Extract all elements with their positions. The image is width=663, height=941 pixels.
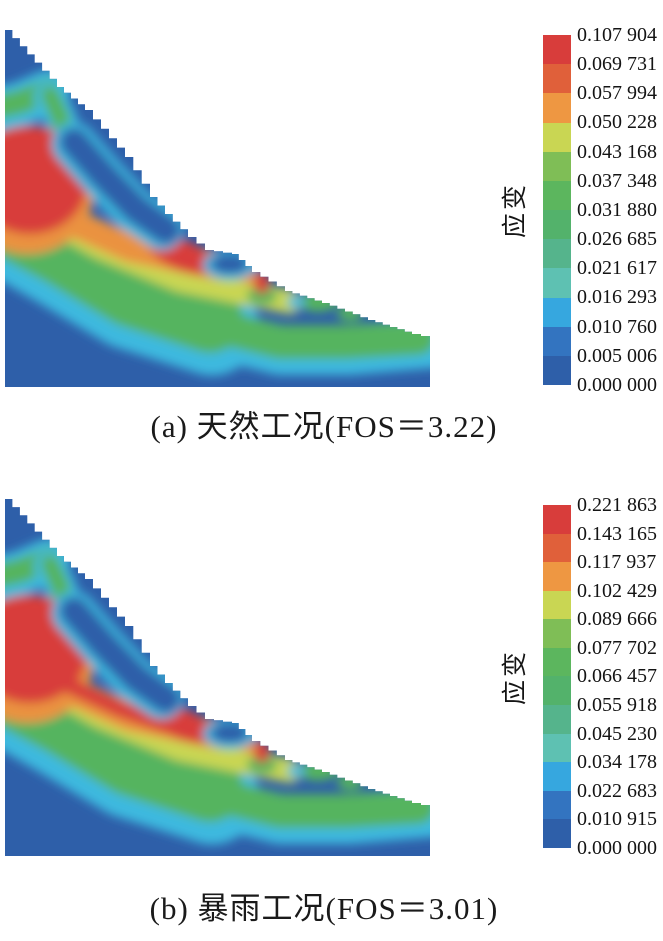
colorbar-axis-label-b: 应变 bbox=[494, 505, 532, 848]
caption-natural-condition: (a) 天然工况(FOS＝3.22) bbox=[150, 409, 498, 444]
strain-band-green bbox=[183, 774, 430, 828]
colorbar-cell bbox=[543, 705, 571, 734]
strain-axis-text: 应变 bbox=[502, 648, 530, 705]
legend-tick-label: 0.010 760 bbox=[577, 315, 657, 338]
legend-tick-label: 0.016 293 bbox=[577, 286, 657, 309]
strain-field-bands bbox=[5, 539, 430, 845]
colorbar-cell bbox=[543, 733, 571, 763]
legend-tick-label: 0.107 904 bbox=[577, 24, 657, 46]
legend-tick-label: 0.066 457 bbox=[577, 665, 657, 688]
colorbar-cell bbox=[543, 619, 571, 648]
colorbar-cell bbox=[543, 533, 571, 563]
colorbar-axis-label-a: 应变 bbox=[494, 35, 532, 385]
colorbar-cell bbox=[543, 505, 571, 534]
strain-blob-red bbox=[254, 272, 270, 294]
colorbar-cell bbox=[543, 180, 571, 211]
colorbar-a bbox=[543, 35, 571, 386]
caption-rainstorm-condition: (b) 暴雨工况(FOS＝3.01) bbox=[149, 891, 499, 926]
colorbar-cell bbox=[543, 122, 571, 152]
legend-tick-label: 0.005 006 bbox=[577, 344, 657, 367]
legend-tick-label: 0.143 165 bbox=[577, 522, 657, 545]
legend-tick-label: 0.000 000 bbox=[577, 373, 657, 396]
legend-tick-labels-b: 0.221 863 0.143 165 0.117 937 0.102 429 0.08… bbox=[577, 495, 657, 858]
strain-contour-plot-natural bbox=[5, 30, 430, 387]
strain-blob-green bbox=[247, 756, 277, 774]
legend-tick-label: 0.000 000 bbox=[577, 836, 657, 859]
strain-band-blue bbox=[60, 597, 180, 713]
colorbar-cell bbox=[543, 151, 571, 181]
strain-blob-green bbox=[337, 774, 363, 790]
colorbar-cell bbox=[543, 562, 571, 591]
legend-tick-label: 0.117 937 bbox=[577, 551, 657, 574]
colorbar-cell bbox=[543, 819, 571, 848]
colorbar-cell bbox=[543, 790, 571, 820]
colorbar-cell bbox=[543, 355, 571, 386]
legend-tick-label: 0.037 348 bbox=[577, 169, 657, 192]
strain-blob-cyan bbox=[287, 296, 305, 308]
strain-blob-cyan bbox=[287, 765, 305, 777]
legend-tick-label: 0.034 178 bbox=[577, 751, 657, 774]
legend-tick-label: 0.089 666 bbox=[577, 608, 657, 631]
legend-tick-label: 0.055 918 bbox=[577, 694, 657, 717]
colorbar-cell bbox=[543, 326, 571, 356]
legend-tick-label: 0.102 429 bbox=[577, 579, 657, 602]
colorbar-cell bbox=[543, 35, 571, 65]
strain-axis-text: 应变 bbox=[502, 181, 530, 239]
legend-tick-label: 0.045 230 bbox=[577, 722, 657, 745]
legend-tick-label: 0.057 994 bbox=[577, 82, 657, 105]
strain-blob-red bbox=[254, 741, 270, 763]
colorbar-cell bbox=[543, 210, 571, 240]
strain-blob-green bbox=[247, 287, 277, 305]
strain-band-green bbox=[183, 305, 430, 359]
legend-tick-label: 0.050 228 bbox=[577, 111, 657, 134]
slope-region bbox=[5, 30, 430, 387]
legend-tick-label: 0.043 168 bbox=[577, 140, 657, 163]
strain-blob-green bbox=[337, 305, 363, 321]
legend-tick-label: 0.069 731 bbox=[577, 53, 657, 76]
slope-region bbox=[5, 499, 430, 856]
legend-tick-label: 0.021 617 bbox=[577, 257, 657, 280]
colorbar-cell bbox=[543, 647, 571, 677]
legend-tick-label: 0.077 702 bbox=[577, 636, 657, 659]
colorbar-cell bbox=[543, 268, 571, 298]
colorbar-cell bbox=[543, 93, 571, 123]
colorbar-cell bbox=[543, 297, 571, 327]
colorbar-cell bbox=[543, 590, 571, 620]
colorbar-cell bbox=[543, 762, 571, 791]
colorbar-b bbox=[543, 505, 571, 848]
colorbar-cell bbox=[543, 676, 571, 706]
legend-tick-label: 0.022 683 bbox=[577, 779, 657, 802]
strain-blob-blue bbox=[211, 723, 249, 743]
legend-tick-label: 0.031 880 bbox=[577, 198, 657, 221]
legend-tick-label: 0.010 915 bbox=[577, 808, 657, 831]
strain-blob-blue bbox=[211, 254, 249, 274]
legend-tick-label: 0.026 685 bbox=[577, 228, 657, 251]
strain-contour-plot-rainstorm bbox=[5, 499, 430, 856]
legend-tick-label: 0.221 863 bbox=[577, 494, 657, 516]
strain-band-blue bbox=[60, 128, 180, 244]
legend-tick-labels-a: 0.107 904 0.069 731 0.057 994 0.050 228 0.04… bbox=[577, 25, 657, 395]
colorbar-cell bbox=[543, 239, 571, 269]
strain-field-bands bbox=[5, 70, 430, 376]
colorbar-cell bbox=[543, 64, 571, 94]
